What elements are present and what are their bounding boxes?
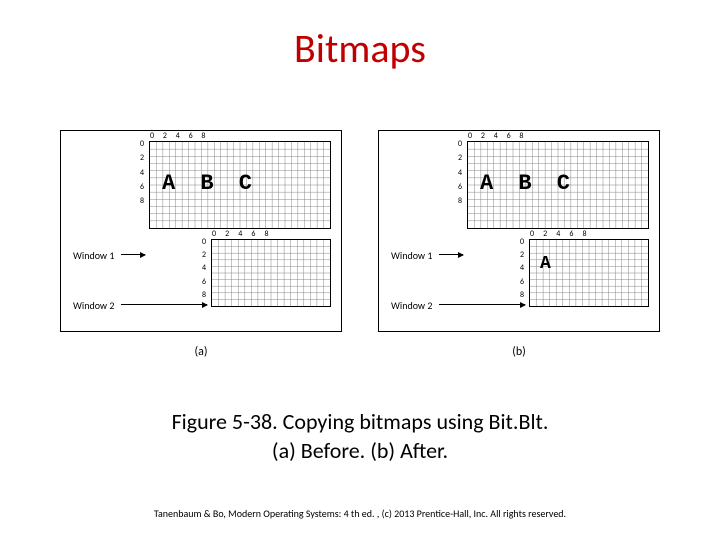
- figure-area: 0246802468A B C 0246802468 Window 1 Wind…: [60, 130, 660, 332]
- sublabel-b: (b): [379, 345, 659, 359]
- axis-tick-left: 8: [520, 291, 524, 299]
- copyright-credit: Tanenbaum & Bo, Modern Operating Systems…: [0, 507, 720, 520]
- window1-grid-b: 0246802468A B C: [467, 141, 649, 229]
- axis-tick-left: 4: [202, 264, 206, 272]
- axis-tick-left: 2: [520, 251, 524, 259]
- axis-tick-top: 4: [176, 132, 180, 140]
- axis-tick-top: 2: [481, 132, 485, 140]
- bitmap-text: A B C: [480, 171, 576, 196]
- axis-tick-top: 0: [150, 132, 154, 140]
- axis-tick-top: 8: [201, 132, 205, 140]
- arrow-w1-a: [121, 254, 145, 255]
- caption-line-1: Figure 5-38. Copying bitmaps using Bit.B…: [172, 408, 549, 435]
- axis-tick-top: 6: [569, 230, 573, 238]
- axis-tick-left: 4: [140, 169, 144, 177]
- axis-tick-left: 0: [458, 140, 462, 148]
- window2-grid-b: 0246802468A: [529, 239, 649, 307]
- axis-tick-top: 0: [212, 230, 216, 238]
- axis-tick-top: 2: [225, 230, 229, 238]
- axis-tick-top: 4: [238, 230, 242, 238]
- axis-tick-top: 4: [556, 230, 560, 238]
- axis-tick-left: 8: [458, 197, 462, 205]
- axis-tick-left: 6: [520, 278, 524, 286]
- window2-grid-a: 0246802468: [211, 239, 331, 307]
- arrow-w2-a: [121, 304, 207, 305]
- arrow-w1-b: [439, 254, 463, 255]
- bitmap-text: A B C: [162, 171, 258, 196]
- window2-label-a: Window 2: [73, 299, 114, 312]
- arrow-w2-b: [439, 304, 525, 305]
- axis-tick-top: 6: [189, 132, 193, 140]
- window1-label-b: Window 1: [391, 249, 432, 262]
- axis-tick-left: 8: [140, 197, 144, 205]
- axis-tick-top: 2: [543, 230, 547, 238]
- axis-tick-top: 6: [507, 132, 511, 140]
- axis-tick-top: 8: [264, 230, 268, 238]
- window1-grid-a: 0246802468A B C: [149, 141, 331, 229]
- axis-tick-left: 4: [520, 264, 524, 272]
- axis-tick-left: 0: [202, 238, 206, 246]
- axis-tick-top: 0: [530, 230, 534, 238]
- slide-title: Bitmaps: [0, 24, 720, 73]
- axis-tick-left: 2: [202, 251, 206, 259]
- axis-tick-top: 4: [494, 132, 498, 140]
- copied-bitmap-text: A: [540, 254, 551, 274]
- axis-tick-left: 8: [202, 291, 206, 299]
- window1-label-a: Window 1: [73, 249, 114, 262]
- axis-tick-left: 0: [520, 238, 524, 246]
- sublabel-a: (a): [61, 345, 341, 359]
- panel-b: 0246802468A B C 0246802468A Window 1 Win…: [378, 130, 660, 332]
- panel-a: 0246802468A B C 0246802468 Window 1 Wind…: [60, 130, 342, 332]
- figure-caption: Figure 5-38. Copying bitmaps using Bit.B…: [0, 408, 720, 465]
- axis-tick-left: 0: [140, 140, 144, 148]
- axis-tick-left: 4: [458, 169, 462, 177]
- axis-tick-left: 2: [140, 154, 144, 162]
- axis-tick-left: 6: [202, 278, 206, 286]
- caption-line-2: (a) Before. (b) After.: [272, 437, 448, 464]
- axis-tick-top: 8: [519, 132, 523, 140]
- window2-label-b: Window 2: [391, 299, 432, 312]
- axis-tick-top: 0: [468, 132, 472, 140]
- axis-tick-left: 6: [140, 183, 144, 191]
- axis-tick-top: 8: [582, 230, 586, 238]
- axis-tick-left: 6: [458, 183, 462, 191]
- axis-tick-left: 2: [458, 154, 462, 162]
- axis-tick-top: 2: [163, 132, 167, 140]
- axis-tick-top: 6: [251, 230, 255, 238]
